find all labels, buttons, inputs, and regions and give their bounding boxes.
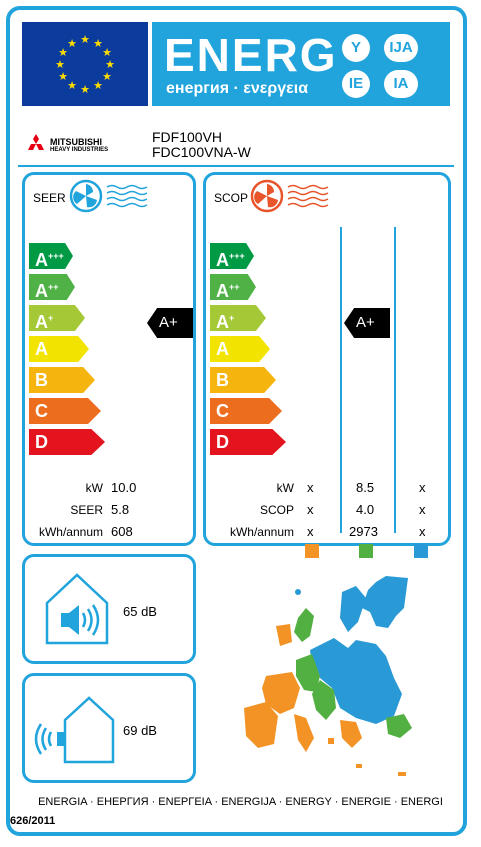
scop-kw-cold: x	[419, 480, 426, 495]
svg-text:★: ★	[80, 84, 90, 96]
scop-scale-arrow-3: A	[210, 336, 270, 362]
scop-kwh-warm: x	[307, 524, 314, 539]
regulation-number: 626/2011	[10, 815, 56, 827]
scop-scale-arrow-2: A+	[210, 305, 266, 331]
seer-kwh-value: 608	[111, 524, 133, 539]
brand-logo-text: MITSUBISHI HEAVY INDUSTRIES	[50, 138, 108, 154]
energ-subtitle: енергия · ενεργεια	[166, 80, 309, 97]
seer-scale-arrow-0: A+++	[29, 243, 73, 269]
svg-text:★: ★	[55, 59, 65, 71]
seer-seer-label: SEER	[70, 503, 103, 517]
scop-panel: SCOP A+++ A++ A+ A B C D A+ kW x 8.5 x SCOP x …	[203, 172, 451, 546]
svg-text:★: ★	[105, 59, 115, 71]
brand-sub: HEAVY INDUSTRIES	[50, 147, 109, 153]
seer-scale-arrow-6: D	[29, 429, 105, 455]
europe-climate-map	[244, 576, 412, 776]
seer-seer-value: 5.8	[111, 502, 130, 517]
seer-panel: SEER A+++ A++ A+ A B C D A+ kW 10.0 SEER 5.8 k…	[22, 172, 196, 546]
scop-rating-arrow: A+	[344, 308, 390, 338]
seer-scale-arrow-5: C	[29, 398, 101, 424]
seer-rating-arrow: A+	[147, 308, 193, 338]
scop-scale-arrow-6: D	[210, 429, 286, 455]
eu-flag: ★ ★ ★ ★ ★ ★ ★ ★ ★ ★ ★ ★	[22, 22, 148, 106]
scop-scale-arrow-0: A+++	[210, 243, 254, 269]
seer-kw-label: kW	[85, 481, 103, 495]
heating-fan-icon	[250, 179, 329, 213]
indoor-house-speaker-icon	[45, 573, 109, 645]
energy-header: ENERG енергия · ενεργεια Y IJA IE IA	[152, 22, 450, 106]
scop-scale-arrow-5: C	[210, 398, 282, 424]
lang-code-ija: IJA	[384, 34, 418, 62]
outdoor-noise-panel: 69 dB	[22, 673, 196, 783]
indoor-noise-value: 65 dB	[123, 604, 157, 619]
seer-scale-arrow-1: A++	[29, 274, 75, 300]
scop-scale-arrow-4: B	[210, 367, 276, 393]
energy-words-footer: ENERGIA · ЕНЕРГИЯ · ΕΝΕΡΓΕΙΑ · ENERGIJA …	[38, 796, 443, 808]
scop-scop-average: 4.0	[356, 502, 375, 517]
zone-divider-1	[340, 227, 342, 533]
scop-kw-average: 8.5	[356, 480, 375, 495]
seer-scale-arrow-2: A+	[29, 305, 85, 331]
seer-title: SEER	[33, 191, 66, 205]
svg-text:★: ★	[67, 80, 77, 92]
scop-title: SCOP	[214, 191, 249, 205]
model-outdoor: FDC100VNA-W	[152, 144, 251, 160]
model-identifiers: FDF100VH FDC100VNA-W	[152, 130, 251, 160]
zone-warm-swatch	[305, 544, 319, 558]
mitsubishi-logo-icon	[28, 134, 44, 150]
scop-kw-label: kW	[276, 481, 294, 495]
scop-scale-arrow-1: A++	[210, 274, 256, 300]
outdoor-noise-value: 69 dB	[123, 723, 157, 738]
zone-cold-swatch	[414, 544, 428, 558]
zone-divider-2	[394, 227, 396, 533]
svg-text:★: ★	[93, 80, 103, 92]
seer-scale-arrow-3: A	[29, 336, 89, 362]
scop-kwh-label: kWh/annum	[229, 525, 294, 539]
energ-title: ENERG	[164, 29, 338, 81]
scop-kwh-cold: x	[419, 524, 426, 539]
cooling-fan-icon	[69, 179, 148, 213]
svg-text:★: ★	[58, 71, 68, 83]
seer-scale-arrow-4: B	[29, 367, 95, 393]
scop-kw-warm: x	[307, 480, 314, 495]
scop-scop-warm: x	[307, 502, 314, 517]
svg-text:★: ★	[102, 47, 112, 59]
scop-kwh-average: 2973	[349, 524, 378, 539]
brand-name: MITSUBISHI	[50, 137, 103, 147]
lang-code-ia: IA	[384, 70, 418, 98]
indoor-noise-panel: 65 dB	[22, 554, 196, 664]
svg-text:★: ★	[102, 71, 112, 83]
divider	[18, 165, 454, 167]
scop-scop-label: SCOP	[259, 503, 294, 517]
seer-kwh-label: kWh/annum	[38, 525, 103, 539]
seer-kw-value: 10.0	[111, 480, 137, 495]
lang-code-ie: IE	[342, 70, 370, 98]
svg-text:★: ★	[80, 34, 90, 46]
svg-text:★: ★	[93, 38, 103, 50]
svg-text:★: ★	[58, 47, 68, 59]
model-indoor: FDF100VH	[152, 129, 223, 145]
svg-text:★: ★	[67, 38, 77, 50]
zone-average-swatch	[359, 544, 373, 558]
scop-scop-cold: x	[419, 502, 426, 517]
lang-code-y: Y	[342, 34, 370, 62]
outdoor-house-speaker-icon	[34, 696, 115, 764]
